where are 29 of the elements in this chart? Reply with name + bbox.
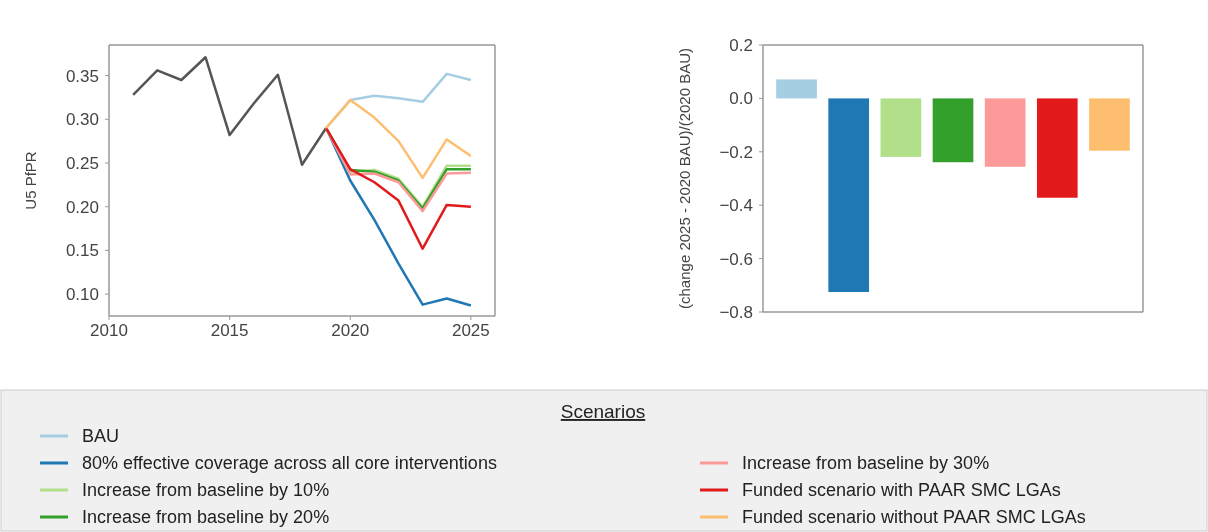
legend-label: BAU [82,426,120,447]
y-tick-label: 0.2 [729,35,753,55]
legend-label: Increase from baseline by 10% [82,480,330,501]
x-tick-label: 2020 [331,321,370,340]
legend-label: Funded scenario with PAAR SMC LGAs [742,480,1061,501]
legend-label: Increase from baseline by 30% [742,453,990,474]
line-series [324,98,473,180]
y-tick-label: 0.10 [65,285,99,305]
y-tick-label: 0.35 [65,66,99,86]
line-series [131,55,328,167]
y-tick-label: 0.25 [65,153,99,173]
legend-title: Scenarios [560,401,646,422]
y-tick-label: 0.30 [65,110,99,130]
y-tick-label: −0.4 [719,196,753,216]
y-tick-label: 0.0 [729,89,753,109]
x-tick-label: 2025 [451,321,490,340]
x-tick-label: 2015 [210,321,249,340]
legend-label: Increase from baseline by 20% [82,507,330,528]
legend-label: 80% effective coverage across all core interventions [82,453,497,474]
y-tick-label: 0.20 [65,197,99,217]
y-axis-title: U5 PfPR [22,151,39,210]
y-axis-title: (change 2025 - 2020 BAU)/(2020 BAU) [676,48,693,309]
y-tick-label: −0.6 [719,249,753,269]
y-tick-label: 0.15 [65,241,99,261]
y-tick-label: −0.2 [719,142,753,162]
x-tick-label: 2010 [90,321,128,340]
line-series [324,126,473,250]
y-tick-label: −0.8 [719,302,753,322]
legend-label: Funded scenario without PAAR SMC LGAs [742,507,1086,528]
